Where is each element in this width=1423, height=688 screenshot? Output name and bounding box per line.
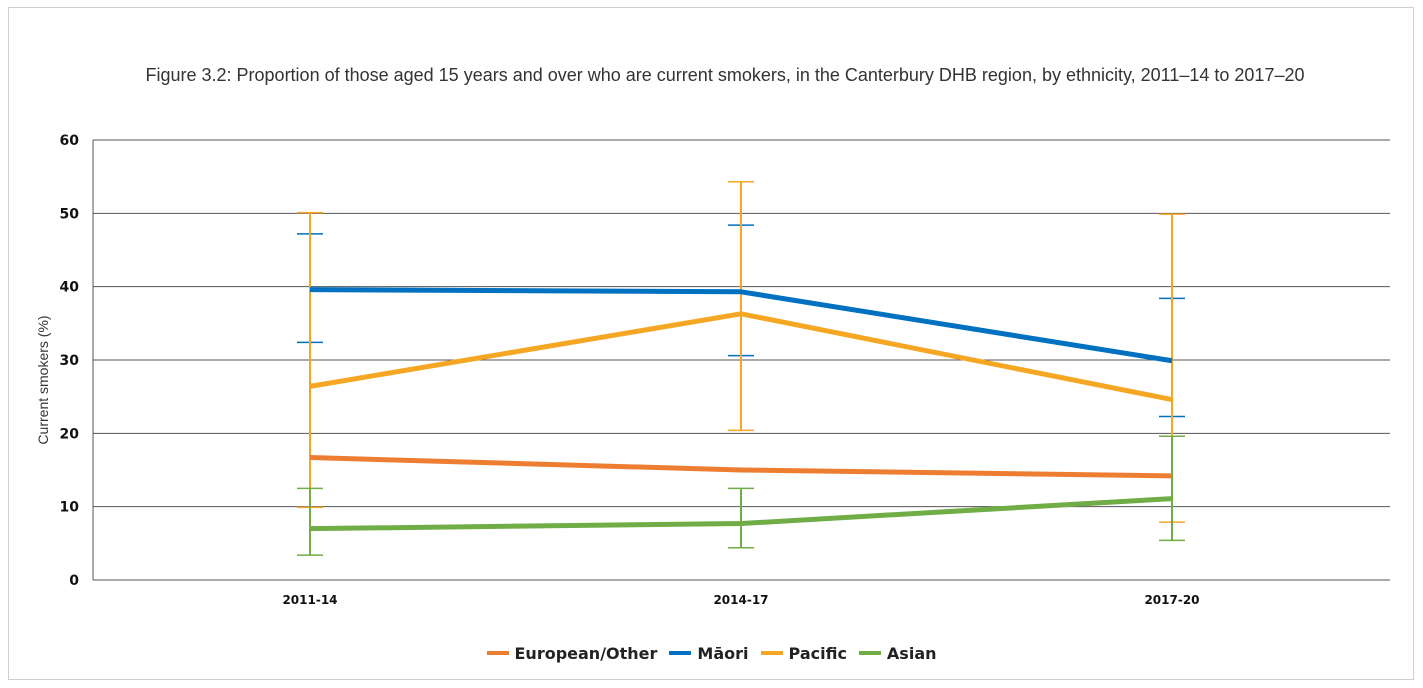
legend-label: Pacific [788, 644, 847, 663]
chart-frame [8, 7, 1414, 680]
legend-label: Māori [697, 644, 749, 663]
legend-swatch [669, 650, 692, 655]
y-tick-label: 20 [60, 426, 80, 442]
x-tick-label: 2011-14 [282, 593, 337, 607]
x-tick-label: 2014-17 [713, 593, 768, 607]
series-line [309, 287, 1173, 364]
legend-item: Pacific [760, 644, 847, 663]
y-tick-label: 30 [60, 353, 80, 369]
legend-swatch [858, 650, 881, 655]
legend-swatch [486, 650, 509, 655]
x-tick-label: 2017-20 [1144, 593, 1199, 607]
legend-item: Asian [858, 644, 937, 663]
legend-label: Asian [886, 644, 937, 663]
chart-legend: European/Other Māori Pacific Asian [0, 644, 1423, 663]
legend-item: European/Other [486, 644, 658, 663]
chart-title: Figure 3.2: Proportion of those aged 15 … [145, 65, 1305, 85]
y-tick-label: 60 [60, 133, 80, 149]
series-line [309, 311, 1173, 403]
legend-label: European/Other [514, 644, 658, 663]
y-tick-label: 50 [60, 206, 80, 222]
y-tick-label: 10 [60, 500, 80, 516]
legend-swatch [760, 650, 783, 655]
y-tick-label: 0 [69, 573, 79, 589]
y-axis-label: Current smokers (%) [35, 315, 51, 444]
series-line [309, 496, 1173, 532]
y-tick-label: 40 [60, 280, 80, 296]
series-line [309, 455, 1173, 479]
legend-item: Māori [669, 644, 749, 663]
